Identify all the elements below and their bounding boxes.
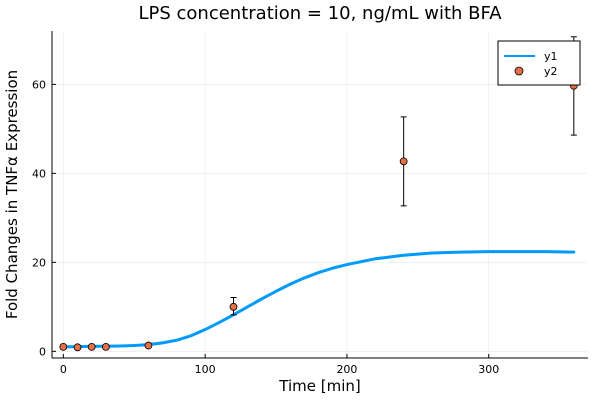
legend-box: [497, 40, 581, 86]
y-tick-label: 0: [39, 345, 46, 358]
chart-title: LPS concentration = 10, ng/mL with BFA: [138, 3, 502, 24]
legend-label-y2: y2: [544, 65, 558, 78]
x-tick-label: 300: [478, 363, 499, 376]
data-point-y2: [399, 157, 408, 166]
y-tick-label: 60: [32, 78, 46, 91]
legend-label-y1: y1: [544, 50, 558, 63]
y-tick-label: 20: [32, 256, 46, 269]
data-series: [59, 36, 578, 352]
data-point-y2: [87, 342, 96, 351]
y-axis-label: Fold Changes in TNFα Expression: [3, 70, 21, 319]
axes: [51, 31, 588, 359]
series-line-y1: [61, 250, 576, 349]
y-tick-label: 40: [32, 167, 46, 180]
data-point-y2: [144, 341, 153, 350]
grid-lines: [52, 31, 588, 358]
tick-labels: 0 100 200 300 0 20 40 60: [32, 78, 499, 376]
data-point-y2: [101, 342, 110, 351]
x-axis-label: Time [min]: [278, 377, 360, 395]
data-point-y2: [73, 343, 82, 352]
x-tick-label: 0: [60, 363, 67, 376]
data-point-y2: [229, 302, 238, 311]
x-tick-label: 200: [336, 363, 357, 376]
data-point-y2: [59, 342, 68, 351]
legend-marker-swatch: [514, 66, 524, 76]
x-tick-label: 100: [195, 363, 216, 376]
